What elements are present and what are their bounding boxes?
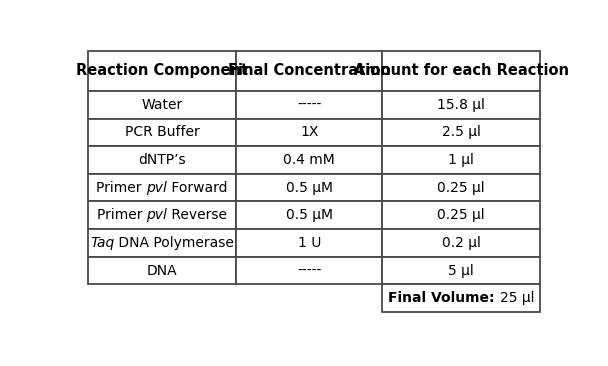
- Text: Reverse: Reverse: [167, 208, 227, 222]
- Bar: [88, 119, 236, 146]
- Text: 0.2 μl: 0.2 μl: [442, 236, 481, 250]
- Text: -----: -----: [297, 98, 322, 112]
- Text: PCR Buffer: PCR Buffer: [125, 126, 199, 139]
- Text: pvl: pvl: [147, 181, 167, 195]
- Bar: [382, 119, 540, 146]
- Bar: [382, 284, 540, 312]
- Text: 0.5 μM: 0.5 μM: [286, 181, 333, 195]
- Text: Final Concentration: Final Concentration: [228, 63, 390, 78]
- Bar: [382, 257, 540, 284]
- Bar: [236, 91, 382, 119]
- Text: -----: -----: [297, 264, 322, 277]
- Text: 0.4 mM: 0.4 mM: [283, 153, 335, 167]
- Bar: [236, 174, 382, 201]
- Text: 0.25 μl: 0.25 μl: [437, 208, 485, 222]
- Text: pvl: pvl: [147, 208, 167, 222]
- Bar: [236, 229, 382, 257]
- Bar: [88, 174, 236, 201]
- Bar: [88, 146, 236, 174]
- Text: 2.5 μl: 2.5 μl: [442, 126, 481, 139]
- Text: Primer: Primer: [97, 208, 147, 222]
- Text: Final Volume:: Final Volume:: [389, 291, 500, 305]
- Bar: [382, 91, 540, 119]
- Bar: [236, 257, 382, 284]
- Bar: [382, 51, 540, 91]
- Text: 1 U: 1 U: [297, 236, 321, 250]
- Text: 15.8 μl: 15.8 μl: [437, 98, 485, 112]
- Bar: [236, 146, 382, 174]
- Text: Primer: Primer: [97, 181, 147, 195]
- Text: 5 μl: 5 μl: [448, 264, 474, 277]
- Text: 0.5 μM: 0.5 μM: [286, 208, 333, 222]
- Text: dNTP’s: dNTP’s: [138, 153, 186, 167]
- Bar: [88, 257, 236, 284]
- Bar: [88, 229, 236, 257]
- Text: Taq: Taq: [90, 236, 114, 250]
- Bar: [88, 91, 236, 119]
- Text: Amount for each Reaction: Amount for each Reaction: [354, 63, 568, 78]
- Bar: [236, 51, 382, 91]
- Text: 0.25 μl: 0.25 μl: [437, 181, 485, 195]
- Bar: [382, 174, 540, 201]
- Text: 1 μl: 1 μl: [448, 153, 474, 167]
- Bar: [382, 201, 540, 229]
- Text: Water: Water: [142, 98, 182, 112]
- Bar: [236, 119, 382, 146]
- Bar: [236, 201, 382, 229]
- Text: DNA Polymerase: DNA Polymerase: [114, 236, 234, 250]
- Text: 25 μl: 25 μl: [500, 291, 534, 305]
- Text: Reaction Component: Reaction Component: [76, 63, 248, 78]
- Text: Forward: Forward: [167, 181, 227, 195]
- Bar: [88, 51, 236, 91]
- Bar: [382, 229, 540, 257]
- Bar: [88, 201, 236, 229]
- Bar: [382, 146, 540, 174]
- Text: DNA: DNA: [147, 264, 178, 277]
- Text: 1X: 1X: [300, 126, 319, 139]
